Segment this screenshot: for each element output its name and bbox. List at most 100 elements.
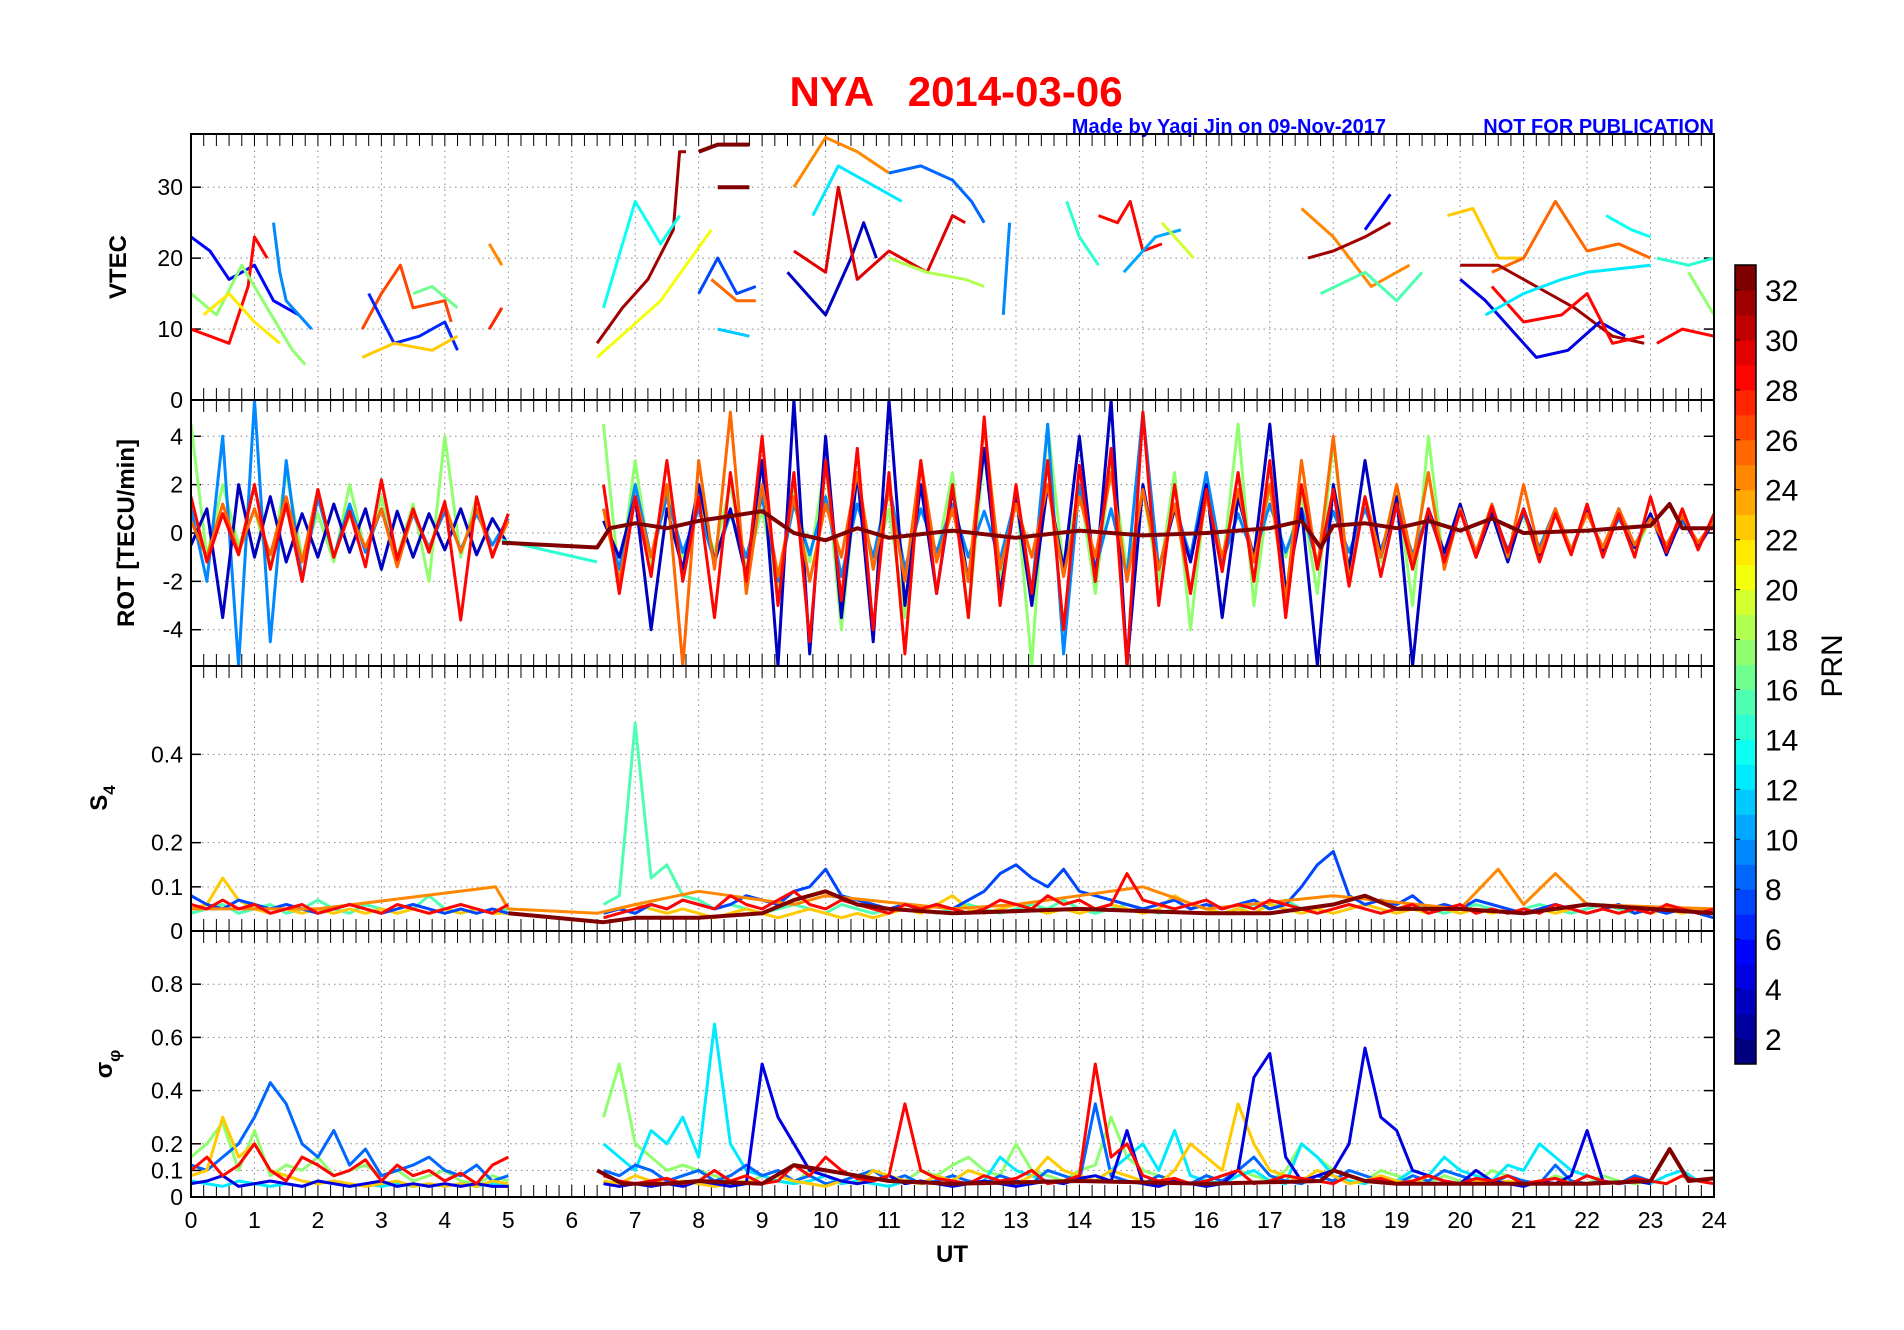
- series-group: [191, 721, 1714, 925]
- series-line-prn-19: [1160, 221, 1195, 260]
- series-line-prn-32: [508, 889, 1714, 925]
- colorbar-tick-label: 12: [1765, 774, 1798, 807]
- series-line-prn-31: [595, 150, 686, 345]
- colorbar-swatch-prn-28: [1735, 364, 1756, 391]
- y-tick-label: 0.4: [151, 741, 183, 767]
- y-axis-label-main: σ: [91, 1062, 118, 1078]
- series-line-prn-28: [1490, 285, 1645, 345]
- series-line-prn-6: [367, 292, 459, 351]
- y-tick-label: 0: [170, 918, 183, 944]
- y-axis-label: S4: [86, 785, 119, 811]
- x-tick-label: 16: [1194, 1207, 1220, 1233]
- series-line-prn-17: [1687, 271, 1714, 316]
- series-line-prn-16: [412, 285, 459, 309]
- x-tick-label: 3: [375, 1207, 388, 1233]
- colorbar-tick-label: 16: [1765, 674, 1798, 707]
- colorbar-swatch-prn-13: [1735, 739, 1756, 765]
- colorbar-swatch-prn-1: [1735, 1039, 1756, 1065]
- series-group: [191, 1022, 1714, 1188]
- series-line-prn-24: [191, 867, 1714, 915]
- x-tick-label: 6: [565, 1207, 578, 1233]
- series-line-prn-14: [1656, 256, 1714, 267]
- colorbar-swatch-prn-29: [1735, 339, 1756, 366]
- colorbar-swatch-prn-6: [1735, 914, 1756, 940]
- y-axis-label-main: ROT [TECU/min]: [113, 439, 140, 627]
- series-line-prn-21: [202, 292, 281, 345]
- colorbar-swatch-prn-23: [1735, 489, 1756, 516]
- x-tick-label: 12: [940, 1207, 966, 1233]
- colorbar-swatch-prn-15: [1735, 689, 1756, 715]
- series-line-prn-31: [1307, 221, 1392, 260]
- colorbar-tick-label: 18: [1765, 625, 1798, 658]
- series-line-prn-24: [1300, 207, 1411, 288]
- series-line-prn-26: [360, 263, 453, 330]
- colorbar-swatch-prn-7: [1735, 889, 1756, 915]
- y-axis-label-subscript: φ: [105, 1050, 124, 1062]
- series-line-prn-9: [1001, 222, 1012, 316]
- series-line-prn-3: [786, 221, 878, 317]
- colorbar-tick-label: 20: [1765, 575, 1798, 608]
- colorbar-swatch-prn-22: [1735, 514, 1756, 541]
- x-tick-label: 17: [1257, 1207, 1283, 1233]
- panel-sigma_phi: 00.10.2 0.4 0.6 0.8 σφ: [91, 930, 1715, 1210]
- axes-frame: [190, 930, 1715, 1198]
- y-tick-label: 10: [157, 316, 183, 342]
- series-group: [191, 400, 1714, 666]
- colorbar-swatch-prn-5: [1735, 939, 1756, 965]
- series-line-prn-22: [361, 334, 459, 359]
- chart-title: NYA 2014-03-06: [789, 68, 1122, 115]
- series-line-prn-18: [888, 256, 985, 288]
- x-tick-label: 11: [877, 1207, 901, 1233]
- y-tick-label: 4: [170, 423, 183, 449]
- y-tick-label: 0.2: [151, 830, 183, 856]
- y-tick-label: 0.1: [151, 874, 183, 900]
- series-line-prn-4: [603, 1046, 1651, 1188]
- series-line-prn-28: [602, 410, 1714, 666]
- colorbar-swatch-prn-12: [1735, 764, 1756, 790]
- colorbar-swatch-prn-16: [1735, 664, 1756, 690]
- series-line-prn-28: [191, 1142, 509, 1186]
- colorbar-swatch-prn-4: [1735, 964, 1756, 990]
- series-line-prn-25: [1491, 199, 1652, 274]
- x-axis: 0 1 2 3 4 5 6 7 8 9 10 11 12 13 14 15 16 17 18 19 20 21 22 23 24: [185, 1207, 1727, 1233]
- series-line-prn-17: [191, 263, 307, 366]
- panel-rot: -4 -2 0 2 4 ROT [TECU/min]: [113, 399, 1715, 667]
- colorbar-tick-label: 10: [1765, 824, 1798, 857]
- x-tick-label: 18: [1320, 1207, 1346, 1233]
- colorbar-swatch-prn-10: [1735, 814, 1756, 840]
- series-line-prn-28: [603, 1062, 1714, 1186]
- series-line-prn-28: [603, 872, 1714, 920]
- series-line-prn-10: [1122, 228, 1182, 274]
- x-tick-label: 19: [1384, 1207, 1410, 1233]
- y-tick-label: 30: [157, 174, 183, 200]
- colorbar-swatch-prn-20: [1735, 564, 1756, 591]
- y-tick-label: 0: [170, 387, 183, 413]
- y-tick-label: 0.8: [151, 971, 183, 997]
- colorbar-swatch-prn-14: [1735, 714, 1756, 740]
- series-line-prn-32: [596, 1147, 1714, 1186]
- colorbar-tick-label: 2: [1765, 1024, 1782, 1057]
- series-line-prn-22: [1447, 207, 1524, 260]
- colorbar-swatch-prn-27: [1735, 389, 1756, 416]
- series-line-prn-32: [501, 502, 1714, 550]
- series-line-prn-13: [602, 199, 681, 309]
- series-line-prn-15: [602, 721, 1714, 915]
- series-line-prn-31: [1460, 263, 1645, 345]
- colorbar-tick-label: 14: [1765, 724, 1798, 757]
- colorbar-tick-label: 28: [1765, 375, 1798, 408]
- series-line-prn-15: [1319, 270, 1424, 303]
- panel-vtec: 0 10 20 30 VTEC: [105, 133, 1715, 413]
- colorbar-swatch-prn-3: [1735, 989, 1756, 1015]
- series-line-prn-17: [602, 1062, 1714, 1186]
- series-line-prn-5: [191, 235, 300, 317]
- series-line-prn-28: [191, 478, 510, 622]
- series-line-prn-4: [1459, 278, 1626, 359]
- colorbar-tick-label: 24: [1765, 475, 1798, 508]
- series-line-prn-28: [191, 898, 510, 915]
- series-line-prn-28: [1656, 327, 1714, 345]
- series-line-prn-27: [488, 307, 504, 330]
- series-line-prn-5: [1363, 193, 1392, 231]
- y-axis-label-subscript: 4: [100, 785, 119, 795]
